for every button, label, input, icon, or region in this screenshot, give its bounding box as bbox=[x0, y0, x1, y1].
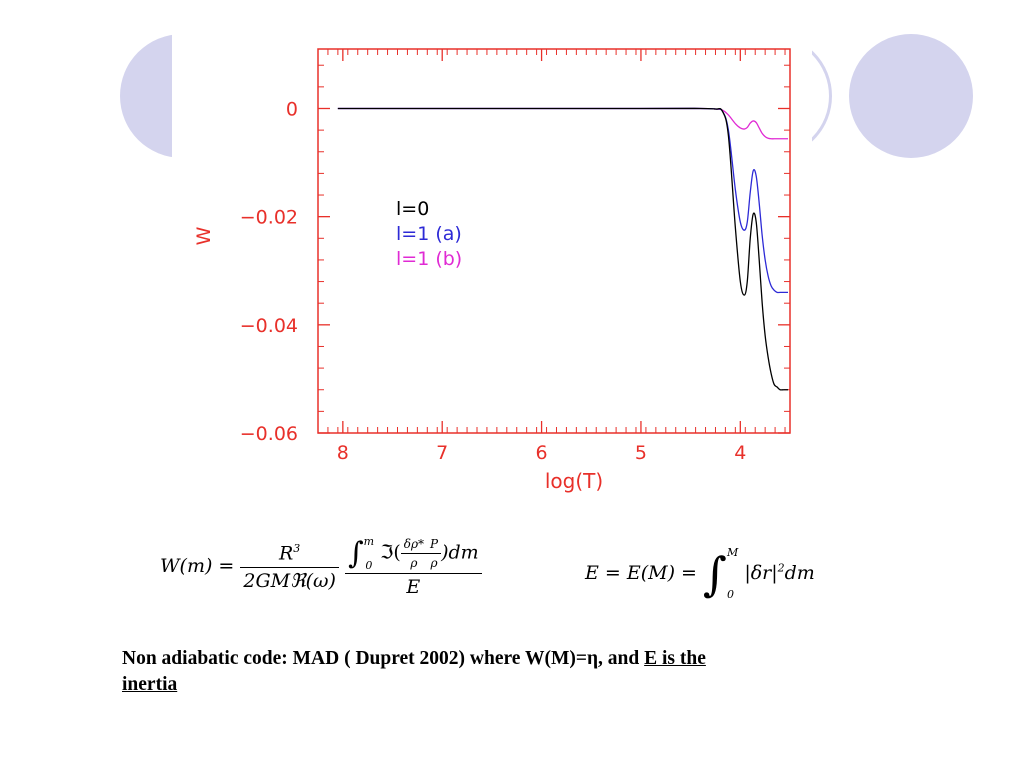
inertia-upper-limit: M bbox=[727, 546, 739, 559]
x-tick-label: 7 bbox=[436, 442, 448, 464]
x-axis-label: log(T) bbox=[545, 469, 603, 493]
caption-main: Non adiabatic code: MAD ( Dupret 2002) w… bbox=[122, 648, 645, 669]
y-tick-label: −0.02 bbox=[240, 207, 298, 229]
plot-frame bbox=[317, 48, 791, 434]
inertia-integrand: |δr| bbox=[744, 562, 778, 585]
inertia-integral-sign: ∫ bbox=[703, 547, 727, 602]
slide-caption: Non adiabatic code: MAD ( Dupret 2002) w… bbox=[122, 646, 912, 698]
caption-underlined-1: E is the bbox=[644, 648, 706, 669]
integrand-open: ℑ( bbox=[380, 541, 401, 564]
rho-2: ρ bbox=[430, 556, 438, 570]
formula-w-lhs: W(m) = bbox=[160, 555, 235, 577]
formula-denominator: 2GMℜ(ω) bbox=[243, 569, 336, 592]
x-tick-label: 5 bbox=[635, 442, 647, 464]
formula-e-denominator: E bbox=[406, 576, 421, 598]
x-tick-label: 6 bbox=[536, 442, 548, 464]
chart-background bbox=[172, 32, 812, 502]
legend-entry-l1-a: l=1 (a) bbox=[396, 223, 462, 245]
y-tick-label: 0 bbox=[286, 98, 298, 120]
inertia-dm: dm bbox=[784, 562, 815, 585]
y-tick-label: −0.04 bbox=[240, 315, 298, 337]
x-tick-label: 8 bbox=[337, 442, 349, 464]
inertia-exp: 2 bbox=[777, 561, 785, 575]
x-tick-label: 4 bbox=[734, 442, 746, 464]
caption-underlined-2: inertia bbox=[122, 674, 178, 695]
legend-entry-l0: l=0 bbox=[396, 198, 429, 220]
integral-sign: ∫ bbox=[347, 536, 364, 571]
integral-upper-limit: m bbox=[363, 535, 375, 549]
integrand-close: )dm bbox=[441, 541, 479, 564]
rho-1: ρ bbox=[410, 556, 418, 570]
fraction-drho-rho: δρ* ρ bbox=[400, 537, 428, 570]
p-over: P bbox=[427, 537, 442, 554]
formula-inertia: E = E(M) = ∫M 0 |δr|2dm bbox=[585, 538, 815, 602]
w-vs-logt-chart: 8 7 6 5 4 0 −0.02 −0.04 −0.06 log(T) W l=0 l=1 (a) l… bbox=[193, 48, 791, 493]
formula-r: R bbox=[278, 542, 294, 565]
formula-fraction-r3: R3 2GMℜ(ω) bbox=[240, 542, 339, 592]
legend-entry-l1-b: l=1 (b) bbox=[396, 248, 462, 270]
y-tick-label: −0.06 bbox=[240, 423, 298, 445]
formula-r-exp: 3 bbox=[293, 542, 301, 556]
inertia-lower-limit: 0 bbox=[727, 588, 734, 602]
series-line-l0 bbox=[337, 107, 789, 391]
decorative-circle-right bbox=[849, 34, 973, 158]
series-line-l1-b bbox=[337, 107, 789, 140]
formula-e-lhs: E = E(M) = bbox=[585, 562, 697, 585]
y-axis-label: W bbox=[193, 226, 215, 245]
integral-lower-limit: 0 bbox=[365, 558, 373, 572]
drho-star: δρ* bbox=[400, 537, 428, 554]
